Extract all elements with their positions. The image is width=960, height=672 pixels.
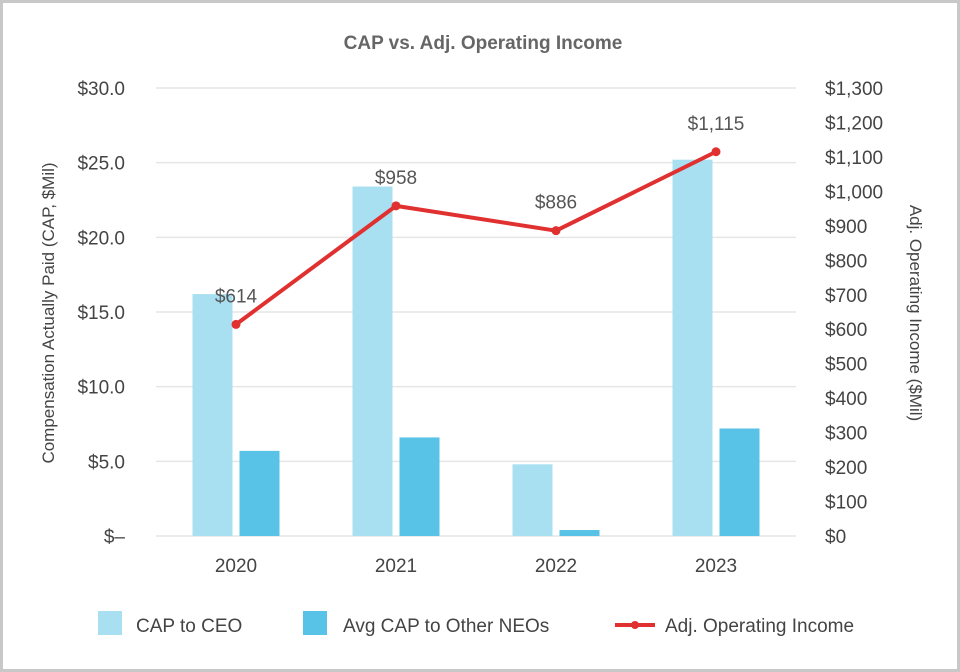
income-point: [551, 226, 561, 236]
right-tick-label: $100: [825, 493, 867, 514]
legend-swatch-cap-ceo: [98, 611, 122, 635]
data-labels: $614 $958 $886 $1,115: [215, 114, 744, 308]
legend-label-avg-cap: Avg CAP to Other NEOs: [343, 616, 549, 637]
right-tick-label: $1,200: [825, 113, 883, 134]
income-point: [231, 319, 241, 329]
x-tick-label: 2021: [375, 556, 417, 577]
bar-cap-ceo: [672, 159, 713, 536]
right-tick-label: $600: [825, 320, 867, 341]
x-tick-label: 2020: [215, 556, 257, 577]
left-tick-label: $20.0: [77, 228, 125, 249]
right-tick-label: $700: [825, 286, 867, 307]
bar-avg-cap: [719, 428, 760, 536]
x-tick-label: 2022: [535, 556, 577, 577]
left-tick-label: $15.0: [77, 303, 125, 324]
chart-svg: CAP vs. Adj. Operating Income $– $5.0 $10.…: [39, 33, 925, 637]
x-tick-label: 2023: [695, 556, 737, 577]
bar-avg-cap: [559, 530, 600, 536]
legend-label-income: Adj. Operating Income: [665, 616, 854, 637]
income-data-label: $1,115: [688, 114, 745, 135]
income-point: [391, 201, 401, 211]
left-axis-ticks: $– $5.0 $10.0 $15.0 $20.0 $25.0 $30.0: [77, 79, 125, 548]
bar-cap-ceo: [352, 186, 393, 536]
income-data-label: $614: [215, 286, 258, 307]
right-tick-label: $1,100: [825, 148, 883, 169]
legend-marker-income: [631, 621, 639, 629]
right-tick-label: $300: [825, 424, 867, 445]
income-point: [711, 147, 721, 157]
income-data-label: $886: [535, 193, 577, 214]
left-axis-title: Compensation Actually Paid (CAP, $Mil): [39, 162, 58, 463]
right-tick-label: $800: [825, 251, 867, 272]
bar-avg-cap: [399, 437, 440, 536]
left-tick-label: $25.0: [77, 154, 125, 175]
right-tick-label: $1,000: [825, 182, 883, 203]
bars: [192, 159, 760, 536]
income-data-label: $958: [375, 168, 417, 189]
bar-cap-ceo: [512, 464, 553, 536]
left-tick-label: $–: [104, 527, 126, 548]
income-line-path: [234, 149, 717, 327]
bar-avg-cap: [239, 450, 280, 536]
right-tick-label: $400: [825, 389, 867, 410]
left-tick-label: $5.0: [88, 452, 125, 473]
bar-cap-ceo: [192, 294, 233, 536]
right-axis-ticks: $0 $100 $200 $300 $400 $500 $600 $700 $800 $900 $1…: [825, 79, 883, 548]
right-axis-title: Adj. Operating Income ($Mil): [906, 205, 925, 421]
right-tick-label: $0: [825, 527, 846, 548]
chart-title: CAP vs. Adj. Operating Income: [344, 33, 623, 54]
x-axis-ticks: 2020 2021 2022 2023: [215, 556, 737, 577]
legend-label-cap-ceo: CAP to CEO: [136, 616, 242, 637]
legend: CAP to CEO Avg CAP to Other NEOs Adj. Op…: [98, 611, 854, 637]
legend-swatch-avg-cap: [303, 611, 327, 635]
right-tick-label: $900: [825, 217, 867, 238]
left-tick-label: $30.0: [77, 79, 125, 100]
right-tick-label: $1,300: [825, 79, 883, 100]
right-tick-label: $500: [825, 355, 867, 376]
income-line: [231, 147, 721, 329]
right-tick-label: $200: [825, 458, 867, 479]
left-tick-label: $10.0: [77, 378, 125, 399]
